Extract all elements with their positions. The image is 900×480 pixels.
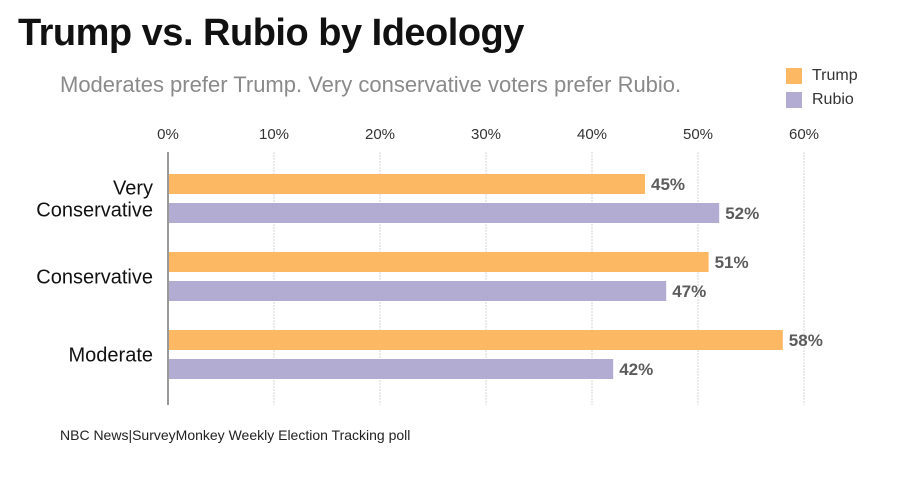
chart-title: Trump vs. Rubio by Ideology xyxy=(18,12,524,54)
data-label: 42% xyxy=(619,360,653,379)
category-label: Conservative xyxy=(36,267,153,289)
data-label: 45% xyxy=(651,175,685,194)
bar-trump xyxy=(169,252,709,272)
legend-swatch-trump xyxy=(786,68,802,84)
category-label: Moderate xyxy=(69,345,154,367)
bar-trump xyxy=(169,330,783,350)
x-tick-label: 60% xyxy=(789,126,819,143)
legend-swatch-rubio xyxy=(786,92,802,108)
data-label: 58% xyxy=(789,331,823,350)
category-label: Conservative xyxy=(36,200,153,222)
x-tick-label: 20% xyxy=(365,126,395,143)
legend-label-trump: Trump xyxy=(812,67,858,84)
bar-rubio xyxy=(169,281,667,301)
data-label: 47% xyxy=(672,282,706,301)
x-tick-label: 0% xyxy=(157,126,179,143)
x-tick-label: 40% xyxy=(577,126,607,143)
x-tick-label: 50% xyxy=(683,126,713,143)
bar-rubio xyxy=(169,359,614,379)
bar-rubio xyxy=(169,203,720,223)
data-label: 52% xyxy=(725,204,759,223)
source-note: NBC News|SurveyMonkey Weekly Election Tr… xyxy=(60,427,411,443)
data-label: 51% xyxy=(715,253,749,272)
x-tick-label: 30% xyxy=(471,126,501,143)
chart-subtitle: Moderates prefer Trump. Very conservativ… xyxy=(60,72,682,97)
legend-item-rubio: Rubio xyxy=(786,88,858,112)
legend-label-rubio: Rubio xyxy=(812,91,854,108)
category-label: Very xyxy=(113,178,153,200)
bar-trump xyxy=(169,174,645,194)
legend-item-trump: Trump xyxy=(786,64,858,88)
legend: Trump Rubio xyxy=(786,64,858,112)
x-tick-label: 10% xyxy=(259,126,289,143)
